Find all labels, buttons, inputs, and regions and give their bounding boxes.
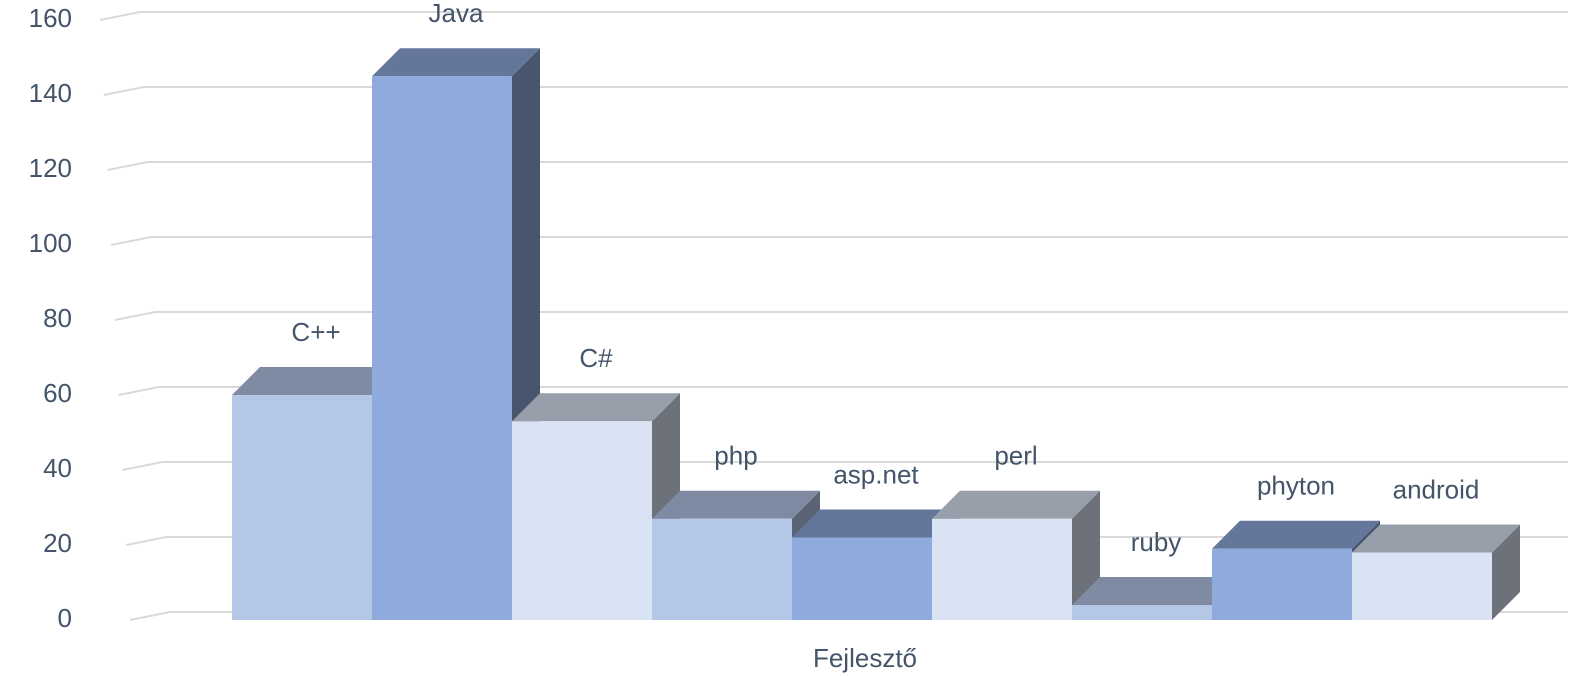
y-tick-label: 40 [43, 453, 72, 483]
bar-top [372, 48, 540, 77]
bar-label: C++ [291, 317, 340, 347]
bar [1352, 524, 1520, 620]
bar-label: php [714, 441, 757, 471]
bar-top [1212, 520, 1380, 549]
bar-top [512, 393, 680, 422]
bar-top [652, 490, 820, 519]
bar-top [232, 367, 400, 395]
category-label: Fejlesztő [813, 643, 917, 673]
y-tick-label: 120 [29, 153, 72, 183]
grid-line [107, 161, 1568, 171]
bar-top [1072, 577, 1240, 605]
bar-front [1072, 605, 1212, 620]
bar-label: ruby [1131, 527, 1182, 557]
bar [1212, 520, 1380, 620]
grid-line [103, 86, 1568, 96]
bar-label: C# [579, 343, 613, 373]
bar-top [1352, 524, 1520, 553]
y-tick-label: 160 [29, 3, 72, 33]
bar-top [792, 509, 960, 538]
bar-front [652, 518, 792, 620]
bar-front [232, 395, 372, 620]
bar-label: asp.net [833, 459, 919, 489]
y-tick-label: 0 [58, 603, 72, 633]
grid-line [126, 536, 1568, 546]
bar-front [372, 76, 512, 620]
y-tick-label: 80 [43, 303, 72, 333]
bar-front [1212, 548, 1352, 620]
bar [932, 490, 1100, 620]
y-tick-label: 140 [29, 78, 72, 108]
grid-line [99, 11, 1568, 21]
bar-front [1352, 552, 1492, 620]
y-tick-label: 60 [43, 378, 72, 408]
bar-label: Java [429, 0, 484, 28]
bar-label: android [1393, 474, 1480, 504]
grid-line [114, 311, 1568, 321]
bar-side [1492, 524, 1520, 620]
bar-top [932, 490, 1100, 519]
bar [512, 393, 680, 620]
y-tick-label: 20 [43, 528, 72, 558]
grid-line [122, 461, 1568, 471]
bar-label: perl [994, 441, 1037, 471]
bar-label: phyton [1257, 471, 1335, 501]
grid-line [111, 236, 1568, 246]
y-tick-label: 100 [29, 228, 72, 258]
bar-front [512, 421, 652, 620]
bar-front [932, 518, 1072, 620]
bar-front [792, 537, 932, 620]
grid-line [118, 386, 1568, 396]
